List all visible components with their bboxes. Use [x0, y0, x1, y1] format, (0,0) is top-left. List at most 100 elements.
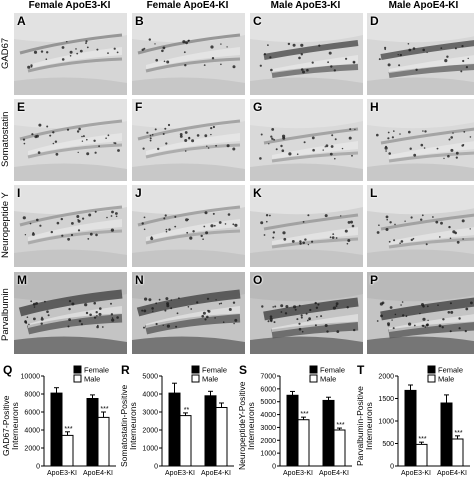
x-tick-label: ApoE3-KI [165, 470, 195, 477]
x-tick-label: ApoE4-KI [319, 470, 349, 477]
legend-swatch [427, 365, 436, 374]
y-tick-label: 4000 [260, 412, 276, 419]
micrograph-image [250, 185, 363, 267]
micrograph-panel-neuropeptide-y-3: K [250, 185, 363, 267]
micrograph-image [367, 13, 474, 95]
bar [286, 394, 299, 467]
micrograph-panel-somatostatin-1: E [14, 99, 127, 181]
micrograph-image [14, 13, 127, 95]
panel-label: B [135, 14, 144, 28]
y-tick-label: 10000 [21, 374, 41, 381]
micrograph-image [132, 272, 245, 354]
chart-letter: Q [3, 363, 13, 377]
chart-letter: R [121, 363, 130, 377]
bar [86, 398, 99, 467]
significance-label: *** [100, 406, 108, 413]
significance-label: *** [300, 411, 308, 418]
legend-swatch [191, 374, 200, 383]
x-tick-label: ApoE4-KI [437, 470, 467, 477]
chart-svg: 0 1000 2000 3000 4000 5000 ** ApoE3-KI ApoE4-KI F… [142, 365, 234, 477]
micrograph-panel-gad67-2: B [132, 13, 245, 95]
panel-label: G [253, 100, 263, 114]
y-tick-label: 5000 [260, 399, 276, 406]
bar [297, 419, 310, 467]
micrograph-panel-somatostatin-2: F [132, 99, 245, 181]
micrograph-image [14, 99, 127, 181]
micrograph-image [132, 185, 245, 267]
legend-swatch [73, 374, 82, 383]
y-tick-label: 6000 [24, 410, 40, 417]
panel-label: P [370, 273, 379, 287]
legend-label: Female [438, 366, 463, 375]
x-tick-label: ApoE4-KI [201, 470, 231, 477]
y-tick-label: 2000 [142, 428, 158, 435]
panel-label: E [17, 100, 26, 114]
chart-svg: 0 2000 4000 6000 8000 10000 *** ApoE3-KI *** ApoE… [21, 365, 116, 477]
y-tick-label: 5000 [142, 374, 158, 381]
micrograph-image [367, 272, 474, 354]
bar-chart-q: 0 2000 4000 6000 8000 10000 *** ApoE3-KI *** ApoE… [4, 362, 118, 485]
y-tick-label: 0 [272, 464, 276, 471]
chart-letter: S [239, 363, 248, 377]
bar [61, 434, 74, 467]
significance-label: *** [64, 426, 72, 433]
chart-svg: 0 1000 2000 3000 4000 5000 6000 7000 *** ApoE3-KI… [260, 365, 352, 477]
bar [97, 416, 110, 467]
x-tick-label: ApoE4-KI [83, 470, 113, 477]
legend-label: Male [438, 375, 454, 384]
panel-label: C [253, 14, 262, 28]
micrograph-image [132, 99, 245, 181]
y-tick-label: 4000 [24, 428, 40, 435]
bar [404, 389, 417, 467]
y-tick-label: 2000 [378, 374, 394, 381]
micrograph-image [250, 272, 363, 354]
legend-swatch [427, 374, 436, 383]
row-label-somatostatin: Somatostatin [0, 111, 11, 167]
significance-label: *** [336, 422, 344, 429]
x-tick-label: ApoE3-KI [283, 470, 313, 477]
bar-chart-r: 0 1000 2000 3000 4000 5000 ** ApoE3-KI ApoE4-KI F… [122, 362, 236, 485]
significance-label: *** [454, 430, 462, 437]
y-tick-label: 3000 [142, 410, 158, 417]
column-header-male-apoe3: Male ApoE3-KI [270, 0, 341, 11]
legend-label: Female [84, 366, 109, 375]
y-tick-label: 0 [390, 464, 394, 471]
panel-label: A [17, 14, 26, 28]
bar [440, 402, 453, 467]
micrograph-panel-parvalbumin-4: P [367, 272, 474, 354]
micrograph-image [14, 185, 127, 267]
legend-swatch [309, 365, 318, 374]
y-tick-label: 2000 [260, 438, 276, 445]
chart-letter: T [357, 363, 365, 377]
micrograph-image [250, 99, 363, 181]
row-label-neuropeptide-y: Neuropeptide Y [0, 192, 11, 259]
bar-chart-s: 0 1000 2000 3000 4000 5000 6000 7000 *** ApoE3-KI… [240, 362, 354, 485]
micrograph-panel-neuropeptide-y-1: I [14, 185, 127, 267]
bar [204, 395, 217, 467]
row-label-parvalbumin: Parvalbumin [0, 288, 11, 341]
row-label-gad67: GAD67 [0, 37, 11, 69]
bar [333, 429, 346, 467]
micrograph-panel-somatostatin-3: G [250, 99, 363, 181]
panel-label: H [370, 100, 379, 114]
y-tick-label: 6000 [260, 386, 276, 393]
micrograph-panel-gad67-4: D [367, 13, 474, 95]
significance-label: *** [418, 436, 426, 443]
x-tick-label: ApoE3-KI [401, 470, 431, 477]
legend-swatch [73, 365, 82, 374]
micrograph-image [132, 13, 245, 95]
bar [322, 399, 335, 467]
micrograph-panel-neuropeptide-y-2: J [132, 185, 245, 267]
micrograph-panel-somatostatin-4: H [367, 99, 474, 181]
legend-label: Male [320, 375, 336, 384]
y-tick-label: 8000 [24, 392, 40, 399]
bar [179, 415, 192, 467]
y-tick-label: 0 [36, 464, 40, 471]
column-header-female-apoe4: Female ApoE4-KI [146, 0, 229, 11]
legend-swatch [309, 374, 318, 383]
significance-label: ** [184, 407, 190, 414]
panel-label: L [370, 186, 378, 200]
micrograph-panel-parvalbumin-1: M [14, 272, 127, 354]
micrograph-image [367, 99, 474, 181]
micrograph-image [14, 272, 127, 354]
